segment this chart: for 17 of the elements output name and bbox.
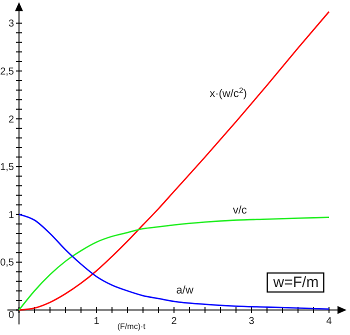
y-tick-label: 0,5 <box>0 258 14 269</box>
x-tick-label: 1 <box>94 316 100 327</box>
line-series <box>18 11 330 311</box>
y-tick-label: 2,5 <box>0 66 14 78</box>
y-tick-label: 3 <box>8 18 14 30</box>
x-tick-label: 3 <box>248 316 255 327</box>
series-label: x·(w/c$^{2}$) <box>210 85 247 100</box>
y-tick-label: 1,5 <box>0 162 14 174</box>
x-axis-title: (F/mc)·t <box>117 322 146 331</box>
series-label: a/w <box>176 284 194 297</box>
y-tick-label: 1 <box>8 210 14 221</box>
y-tick-label: 0 <box>8 310 14 321</box>
x-tick-label: 4 <box>326 316 332 327</box>
annotation: w=F/m <box>272 274 319 291</box>
y-tick-label: 2 <box>8 114 14 126</box>
x-tick-label: 2 <box>171 316 178 327</box>
series-label: v/c <box>232 204 248 216</box>
